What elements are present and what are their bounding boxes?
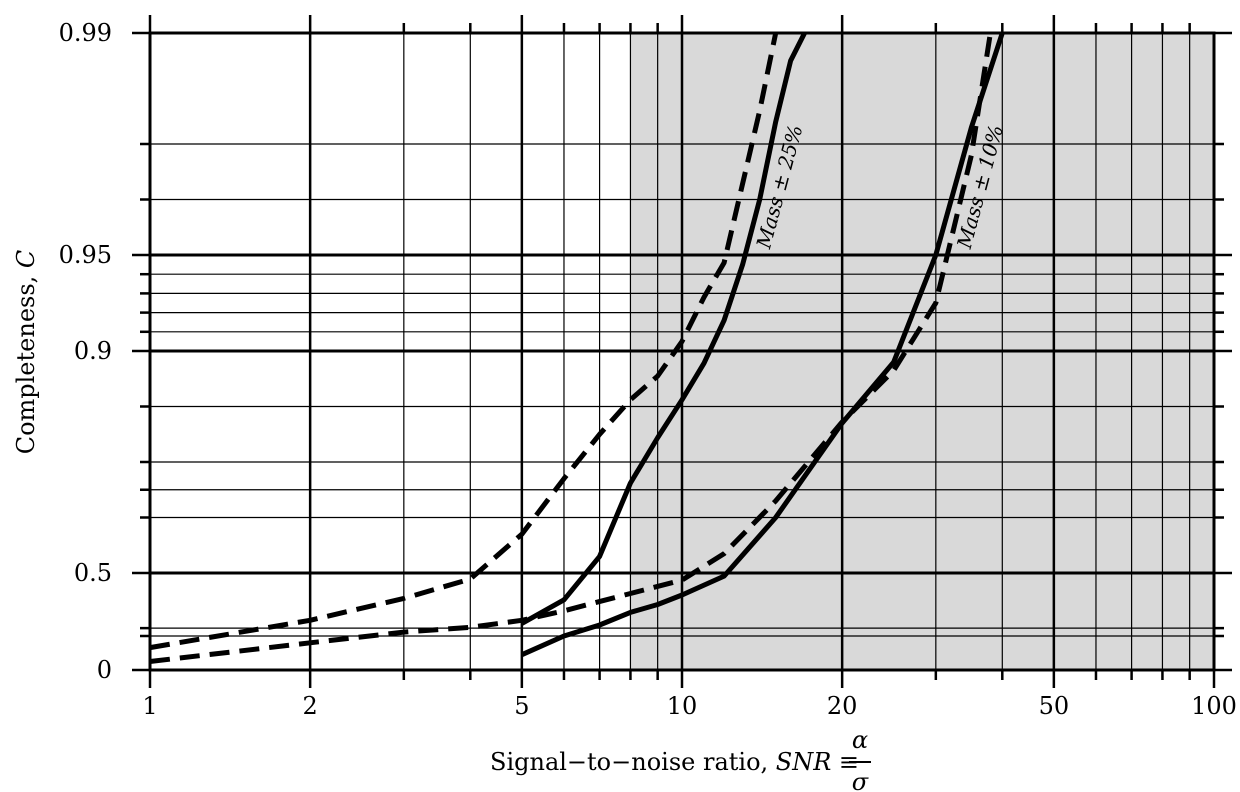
x-axis-title-symbol: SNR xyxy=(776,748,832,776)
x-tick-label: 10 xyxy=(667,692,698,720)
x-tick-label: 2 xyxy=(303,692,318,720)
curve-1-dashed xyxy=(149,32,779,651)
data-curves xyxy=(149,31,1005,664)
y-axis-title: Completeness, C xyxy=(12,250,40,455)
x-tick-label: 5 xyxy=(514,692,529,720)
x-axis-title-numerator: α xyxy=(852,726,868,754)
y-tick-label: 0.9 xyxy=(74,337,112,365)
x-axis-title: Signal−to−noise ratio, SNR ≡ xyxy=(490,748,859,776)
y-axis-title-symbol: C xyxy=(12,250,40,268)
x-tick-label: 100 xyxy=(1191,692,1237,720)
y-tick-label: 0.95 xyxy=(59,241,112,269)
x-tick-label: 50 xyxy=(1039,692,1070,720)
y-axis-title-prefix: Completeness, xyxy=(12,268,40,454)
plot-frame xyxy=(132,15,1232,688)
x-tick-labels: 1 2 5 10 20 50 100 xyxy=(142,692,1237,720)
curve-4-solid xyxy=(520,32,1005,657)
curve-2-solid xyxy=(520,31,807,626)
y-tick-labels: 0 0.5 0.9 0.95 0.99 xyxy=(59,19,112,684)
x-axis-title-prefix: Signal−to−noise ratio, xyxy=(490,748,776,776)
curve-3-dashed xyxy=(149,32,993,664)
y-tick-label: 0.5 xyxy=(74,559,112,587)
grid-lines xyxy=(150,31,1214,670)
x-tick-label: 20 xyxy=(827,692,858,720)
y-tick-label: 0.99 xyxy=(59,19,112,47)
y-tick-label: 0 xyxy=(97,656,112,684)
x-axis-title-denominator: σ xyxy=(852,768,869,792)
x-tick-label: 1 xyxy=(142,692,157,720)
